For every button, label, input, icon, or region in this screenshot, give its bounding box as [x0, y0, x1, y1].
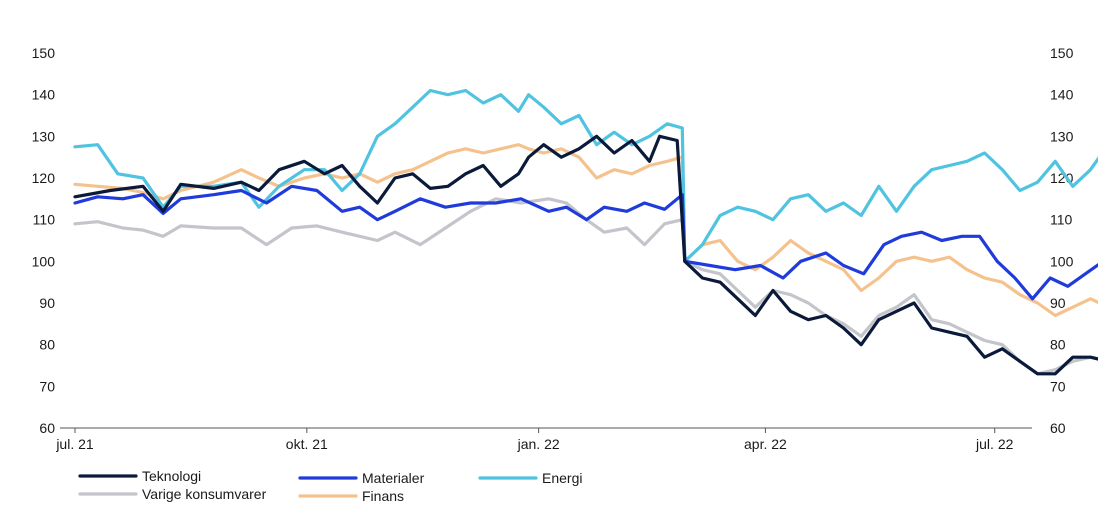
y-tick-label-left: 150 [32, 45, 56, 61]
y-tick-label-left: 130 [32, 128, 56, 144]
y-tick-label-left: 70 [39, 378, 55, 394]
y-tick-label-left: 120 [32, 170, 56, 186]
y-tick-label-right: 70 [1050, 378, 1066, 394]
y-tick-label-left: 60 [39, 420, 55, 436]
x-tick-label: jul. 21 [55, 436, 94, 452]
x-tick-label: apr. 22 [744, 436, 787, 452]
series-lines [73, 88, 1098, 376]
x-tick-label: jan. 22 [517, 436, 560, 452]
y-tick-label-right: 60 [1050, 420, 1066, 436]
y-tick-label-right: 100 [1050, 253, 1074, 269]
series-line-varige-konsumvarer [73, 197, 1098, 376]
legend-label: Varige konsumvarer [142, 486, 267, 502]
series-line-materialer [73, 184, 1098, 301]
y-tick-label-left: 80 [39, 337, 55, 353]
y-tick-label-left: 110 [33, 212, 56, 228]
y-tick-label-right: 120 [1050, 170, 1074, 186]
series-line-finans [73, 143, 1098, 318]
legend-label: Energi [542, 470, 582, 486]
x-tick-label: jul. 22 [975, 436, 1014, 452]
y-tick-label-right: 80 [1050, 337, 1066, 353]
y-tick-label-left: 140 [32, 87, 56, 103]
y-axis-left: 60 70 80 90 100 110 120 130 140 150 [32, 45, 56, 436]
legend: Teknologi Varige konsumvarer Materialer Fin… [78, 468, 582, 504]
y-tick-label-right: 150 [1050, 45, 1074, 61]
x-tick-label: okt. 21 [286, 436, 328, 452]
y-tick-label-left: 90 [39, 295, 55, 311]
legend-label: Teknologi [142, 468, 201, 484]
legend-label: Finans [362, 488, 404, 504]
y-tick-label-right: 130 [1050, 128, 1074, 144]
legend-label: Materialer [362, 470, 425, 486]
y-axis-right: 60 70 80 90 100 110 120 130 140 150 [1050, 45, 1074, 436]
x-axis: jul. 21 okt. 21 jan. 22 apr. 22 jul. 22 [55, 427, 1032, 452]
series-line-teknologi [73, 134, 1098, 376]
y-tick-label-right: 110 [1050, 212, 1073, 228]
y-tick-label-right: 90 [1050, 295, 1066, 311]
y-tick-label-left: 100 [32, 253, 56, 269]
y-tick-label-right: 140 [1050, 87, 1074, 103]
